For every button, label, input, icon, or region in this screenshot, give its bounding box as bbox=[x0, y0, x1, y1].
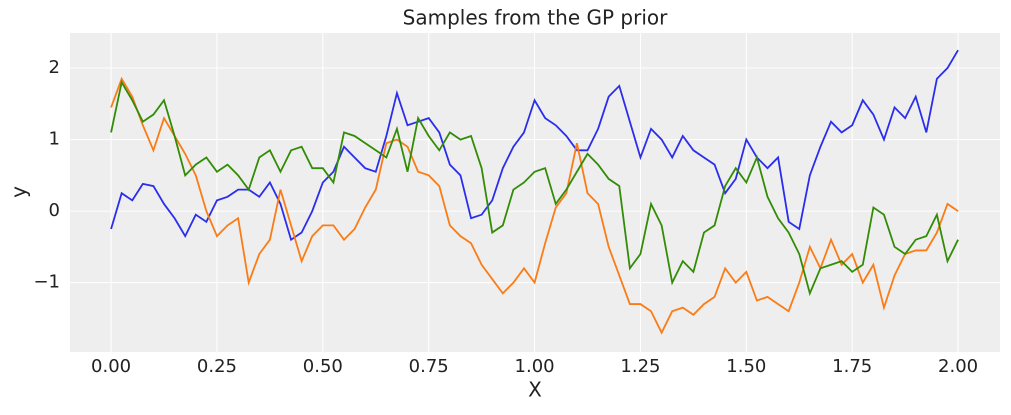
line-series bbox=[110, 79, 959, 297]
y-tick-label: −1 bbox=[33, 272, 60, 293]
x-tick-label: 1.75 bbox=[832, 356, 872, 377]
y-tick-label: 2 bbox=[49, 57, 60, 78]
y-axis-label: y bbox=[7, 186, 31, 198]
line-series bbox=[110, 76, 959, 335]
x-tick-label: 1.25 bbox=[620, 356, 660, 377]
x-tick-label: 1.50 bbox=[726, 356, 766, 377]
x-tick-label: 0.25 bbox=[197, 356, 237, 377]
x-axis-label: X bbox=[528, 378, 542, 402]
x-tick-label: 0.50 bbox=[303, 356, 343, 377]
y-tick-label: 0 bbox=[49, 200, 60, 221]
x-tick-label: 1.00 bbox=[515, 356, 555, 377]
y-tick-label: 1 bbox=[49, 129, 60, 150]
x-tick-label: 0.75 bbox=[409, 356, 449, 377]
line-series bbox=[110, 49, 959, 242]
x-tick-label: 0.00 bbox=[91, 356, 131, 377]
x-tick-label: 2.00 bbox=[938, 356, 978, 377]
chart-title: Samples from the GP prior bbox=[403, 6, 668, 30]
